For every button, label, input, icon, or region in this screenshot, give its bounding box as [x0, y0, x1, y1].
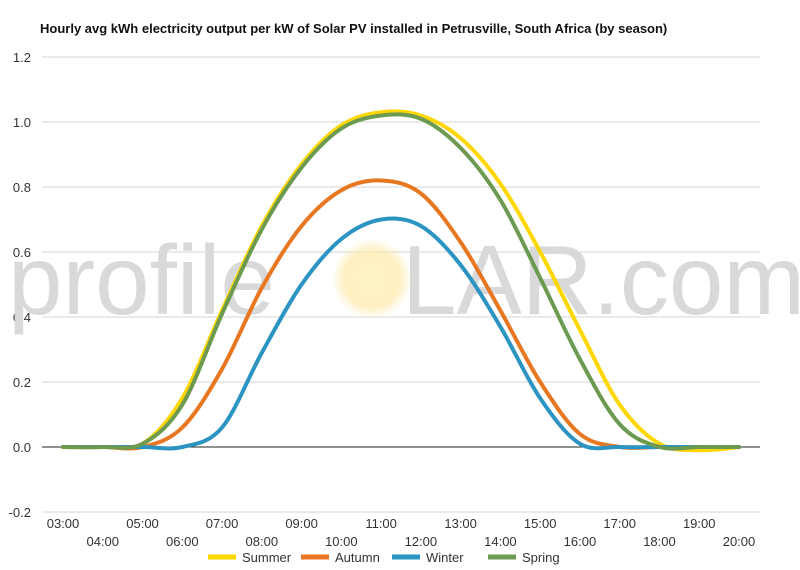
legend: Summer Autumn Winter Spring — [208, 550, 560, 565]
x-tick-label: 15:00 — [524, 516, 557, 531]
y-tick-label: -0.2 — [9, 505, 31, 520]
x-tick-label: 08:00 — [246, 534, 279, 549]
x-tick-label: 03:00 — [47, 516, 80, 531]
x-axis: 03:00 04:00 05:00 06:00 07:00 08:00 09:00 10:00… — [47, 516, 756, 549]
x-tick-label: 19:00 — [683, 516, 716, 531]
x-tick-label: 04:00 — [86, 534, 119, 549]
watermark: profile LAR.com — [8, 225, 800, 335]
y-tick-label: 1.2 — [13, 50, 31, 65]
series-line-winter — [61, 216, 741, 451]
x-tick-label: 16:00 — [564, 534, 597, 549]
y-tick-label: 0.0 — [13, 440, 31, 455]
legend-label-winter: Winter — [426, 550, 464, 565]
y-tick-label: 0.8 — [13, 180, 31, 195]
y-tick-label: 0.2 — [13, 375, 31, 390]
legend-label-autumn: Autumn — [335, 550, 380, 565]
x-tick-label: 17:00 — [603, 516, 636, 531]
chart-title: Hourly avg kWh electricity output per kW… — [40, 21, 667, 36]
series-line-spring — [61, 112, 741, 451]
x-tick-label: 05:00 — [126, 516, 159, 531]
x-tick-label: 10:00 — [325, 534, 358, 549]
legend-label-summer: Summer — [242, 550, 292, 565]
y-tick-label: 1.0 — [13, 115, 31, 130]
y-axis: -0.2 0.0 0.2 0.4 0.6 0.8 1.0 1.2 — [9, 50, 31, 520]
x-tick-label: 14:00 — [484, 534, 517, 549]
x-tick-label: 09:00 — [285, 516, 318, 531]
x-tick-label: 07:00 — [206, 516, 239, 531]
y-tick-label: 0.4 — [13, 310, 31, 325]
watermark-text-left: profile — [8, 225, 275, 335]
legend-label-spring: Spring — [522, 550, 560, 565]
series-lines — [61, 109, 741, 453]
y-tick-label: 0.6 — [13, 245, 31, 260]
series-line-summer — [61, 109, 741, 453]
watermark-text-right: LAR.com — [402, 225, 800, 335]
x-tick-label: 12:00 — [405, 534, 438, 549]
sun-icon — [332, 239, 412, 319]
x-tick-label: 18:00 — [643, 534, 676, 549]
x-tick-label: 13:00 — [444, 516, 477, 531]
x-tick-label: 20:00 — [723, 534, 756, 549]
x-tick-label: 06:00 — [166, 534, 199, 549]
x-tick-label: 11:00 — [365, 516, 397, 531]
